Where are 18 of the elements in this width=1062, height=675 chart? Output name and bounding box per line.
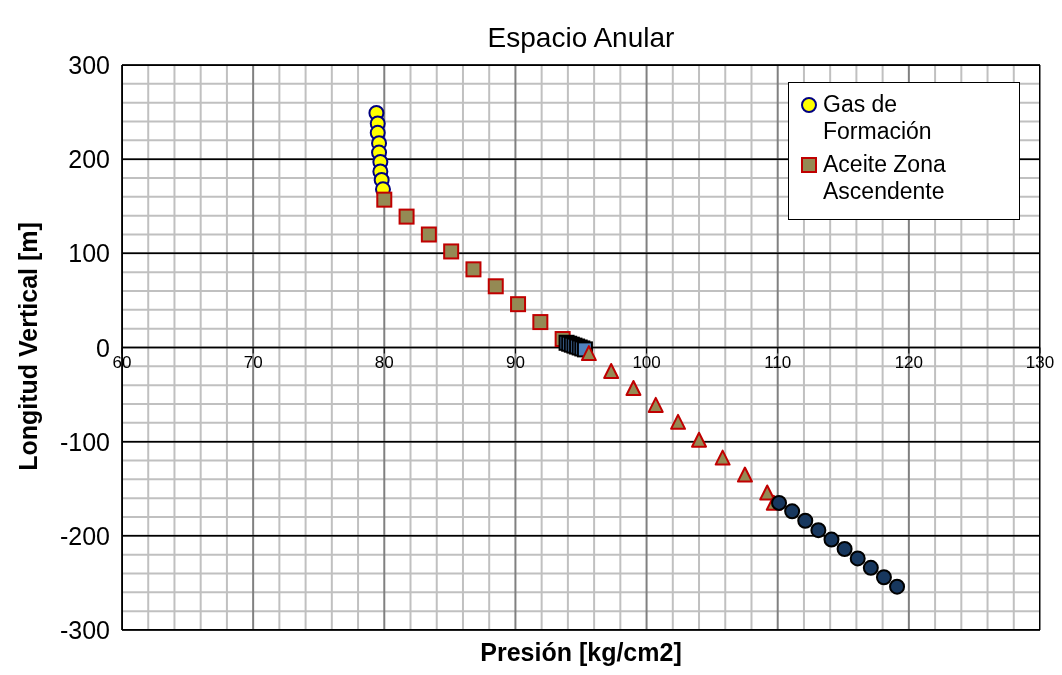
y-tick-label: -200 [59,521,110,550]
x-tick-label: 90 [505,352,525,372]
y-axis-title: Longitud Vertical [m] [13,220,43,473]
y-tick-label: 200 [68,145,110,174]
legend-label: Aceite Zona Ascendente [823,151,947,205]
x-tick-label: 70 [243,352,263,372]
y-tick-label: -100 [59,427,110,456]
x-tick-label: 110 [764,352,792,372]
legend-label: Gas de Formación [823,91,933,145]
y-tick-label: 300 [68,51,110,79]
x-axis-title: Presión [kg/cm2] [479,638,683,667]
x-tick-label: 120 [894,352,924,372]
y-tick-label: 100 [68,239,110,268]
x-tick-label: 80 [374,352,394,372]
x-tick-label: 100 [632,352,661,372]
y-tick-label: -300 [59,616,110,644]
y-tick-label: 0 [96,333,110,362]
chart-title: Espacio Anular [486,22,676,54]
